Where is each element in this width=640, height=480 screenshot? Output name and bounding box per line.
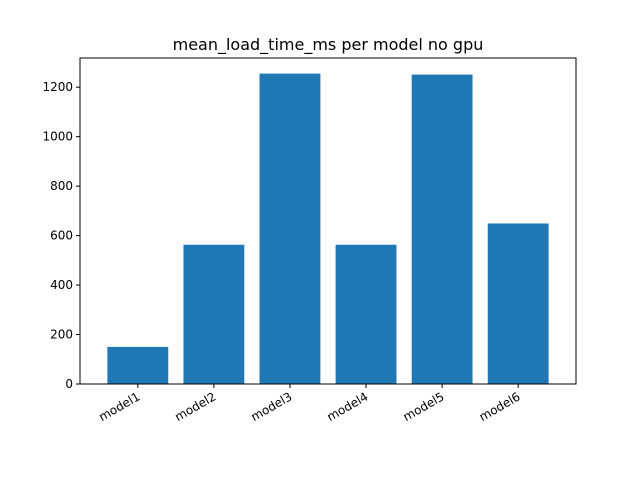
y-tick-label-800: 800 — [50, 179, 73, 193]
bar-model4 — [335, 244, 397, 384]
y-tick-label-1000: 1000 — [42, 130, 73, 144]
y-tick-label-1200: 1200 — [42, 80, 73, 94]
y-tick-label-600: 600 — [50, 229, 73, 243]
bar-model1 — [107, 346, 169, 384]
plot-frame — [79, 57, 577, 385]
bar-model6 — [487, 223, 549, 384]
y-tick-label-400: 400 — [50, 278, 73, 292]
y-axis: 0 200 400 600 800 1000 1200 — [42, 80, 80, 391]
bar-model5 — [411, 74, 473, 384]
chart-title: mean_load_time_ms per model no gpu — [173, 35, 484, 55]
y-tick-label-0: 0 — [65, 377, 73, 391]
bar-model3 — [259, 73, 321, 384]
bars-group — [107, 73, 549, 384]
y-tick-label-200: 200 — [50, 328, 73, 342]
bar-model2 — [183, 244, 245, 384]
